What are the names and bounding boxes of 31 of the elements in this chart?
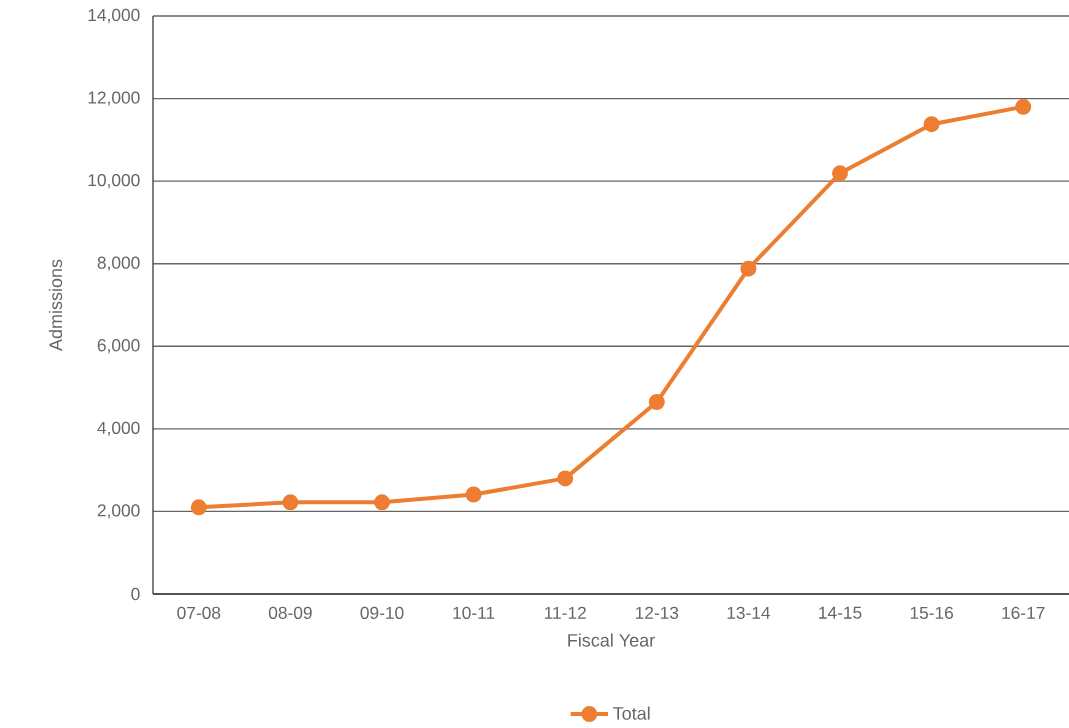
x-tick-label: 10-11 — [453, 606, 495, 619]
y-tick-label: 8,000 — [97, 256, 140, 271]
point — [648, 394, 665, 411]
x-axis-title: Fiscal Year — [568, 633, 655, 647]
y-tick-label: 6,000 — [97, 339, 140, 354]
x-tick-label: 11-12 — [545, 606, 586, 619]
x-tick-label: 08-09 — [268, 606, 312, 619]
y-tick-label: 2,000 — [97, 504, 140, 519]
y-tick-label: 10,000 — [88, 173, 140, 189]
y-axis-title: Admissions — [48, 259, 63, 351]
x-tick-label: 07-08 — [177, 606, 221, 619]
point — [374, 494, 390, 511]
point — [557, 470, 574, 487]
y-tick-label: 14,000 — [88, 8, 140, 24]
point — [190, 499, 207, 516]
x-tick-label: 15-16 — [910, 606, 954, 619]
x-tick-label: 14-15 — [819, 606, 862, 619]
y-tick-label: 4,000 — [97, 421, 140, 437]
point — [1015, 98, 1032, 115]
point — [832, 165, 849, 182]
y-tick-label: 12,000 — [88, 91, 140, 106]
point — [923, 116, 940, 133]
point — [282, 494, 299, 511]
point — [740, 260, 757, 277]
point — [465, 486, 482, 503]
legend-label: Total — [613, 706, 650, 720]
x-tick-label: 12-13 — [635, 606, 679, 619]
x-tick-label: 16-17 — [1002, 606, 1045, 619]
x-tick-label: 13-14 — [727, 606, 771, 619]
y-tick-label: 0 — [131, 587, 140, 601]
x-tick-label: 09-10 — [360, 606, 404, 619]
